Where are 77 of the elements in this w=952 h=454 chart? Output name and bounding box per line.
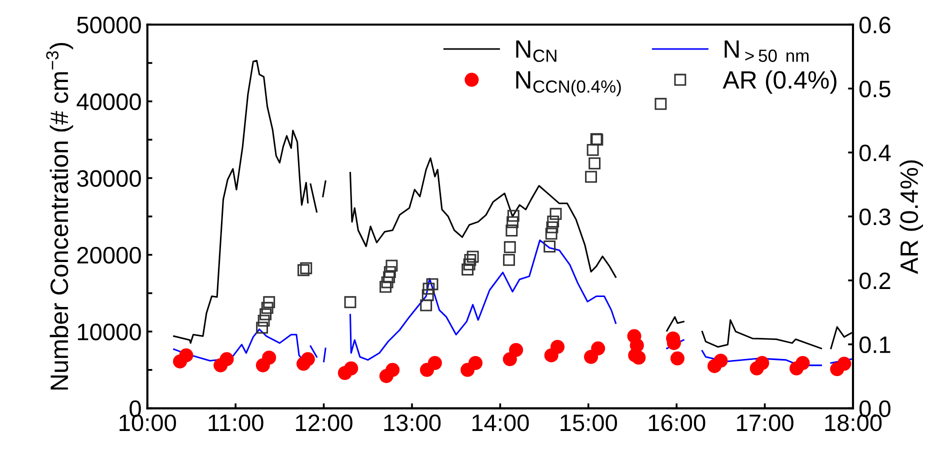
point bbox=[502, 352, 517, 366]
point bbox=[588, 157, 601, 170]
point bbox=[591, 341, 606, 356]
point bbox=[586, 144, 599, 156]
y-tick-label: 40000 bbox=[76, 93, 141, 110]
point bbox=[654, 98, 667, 110]
point bbox=[464, 254, 476, 266]
point bbox=[262, 350, 276, 365]
point bbox=[506, 224, 518, 236]
point bbox=[506, 216, 518, 228]
y-tick-label: 20000 bbox=[77, 246, 141, 264]
legend-label: N$_{>50 nm}$ bbox=[724, 40, 809, 62]
x-tick-label: 11:00 bbox=[208, 414, 264, 432]
point bbox=[426, 278, 438, 290]
y-axis-title: Number Concentration (# cm$^{−3}$) bbox=[46, 42, 74, 390]
x-tick-label: 16:00 bbox=[648, 414, 706, 432]
legend-label: N$_{CN}$ bbox=[516, 40, 556, 62]
point bbox=[344, 296, 356, 308]
point bbox=[585, 170, 597, 183]
point bbox=[670, 351, 684, 366]
point bbox=[386, 260, 398, 272]
point bbox=[220, 352, 234, 366]
point bbox=[755, 356, 770, 370]
y2-tick-label: 0.1 bbox=[859, 336, 890, 354]
point bbox=[796, 356, 810, 370]
point bbox=[263, 296, 276, 308]
point bbox=[381, 276, 394, 288]
y2-axis-title: AR (0.4%) bbox=[900, 160, 923, 274]
point bbox=[256, 322, 268, 334]
point bbox=[550, 340, 565, 354]
x-tick-label: 17:00 bbox=[737, 414, 794, 432]
point bbox=[545, 228, 558, 240]
point bbox=[298, 264, 310, 276]
x-tick-label: 15:00 bbox=[560, 414, 618, 432]
point bbox=[550, 208, 562, 220]
point bbox=[420, 299, 432, 312]
point bbox=[462, 264, 474, 276]
point bbox=[544, 240, 556, 252]
point bbox=[383, 271, 396, 284]
x-tick-label: 12:00 bbox=[296, 414, 352, 432]
x-tick-label: 13:00 bbox=[384, 414, 441, 432]
point bbox=[300, 352, 315, 366]
y-tick-label: 50000 bbox=[77, 16, 141, 34]
point bbox=[261, 302, 274, 314]
y2-tick-label: 0.2 bbox=[859, 272, 890, 290]
point bbox=[384, 266, 396, 278]
y-tick-label: 10000 bbox=[78, 324, 141, 340]
y-tick-label: 30000 bbox=[77, 170, 141, 187]
point bbox=[463, 258, 476, 270]
point bbox=[179, 348, 194, 362]
y2-tick-label: 0.5 bbox=[859, 80, 890, 98]
y2-tick-label: 0.3 bbox=[859, 208, 890, 226]
point bbox=[546, 221, 558, 234]
point bbox=[547, 216, 560, 228]
legend-label: N$_{CCN(0.4%)}$ bbox=[516, 71, 621, 96]
point bbox=[260, 308, 272, 320]
point bbox=[714, 354, 728, 368]
point bbox=[466, 250, 479, 263]
point bbox=[344, 361, 358, 376]
point bbox=[422, 282, 435, 295]
point bbox=[504, 241, 516, 254]
y2-tick-label: 0.4 bbox=[859, 144, 891, 162]
point bbox=[300, 262, 312, 274]
x-tick-label: 14:00 bbox=[472, 414, 529, 432]
point bbox=[837, 356, 852, 371]
point bbox=[258, 314, 270, 327]
point bbox=[468, 356, 482, 370]
point bbox=[428, 356, 442, 370]
legend-label: AR (0.4%) bbox=[722, 70, 836, 94]
point bbox=[503, 254, 515, 266]
point bbox=[422, 289, 434, 302]
y2-tick-label: 0.6 bbox=[859, 16, 890, 34]
point bbox=[386, 362, 400, 377]
point bbox=[509, 342, 524, 357]
point bbox=[632, 350, 646, 365]
point bbox=[380, 280, 392, 293]
point bbox=[507, 210, 520, 222]
